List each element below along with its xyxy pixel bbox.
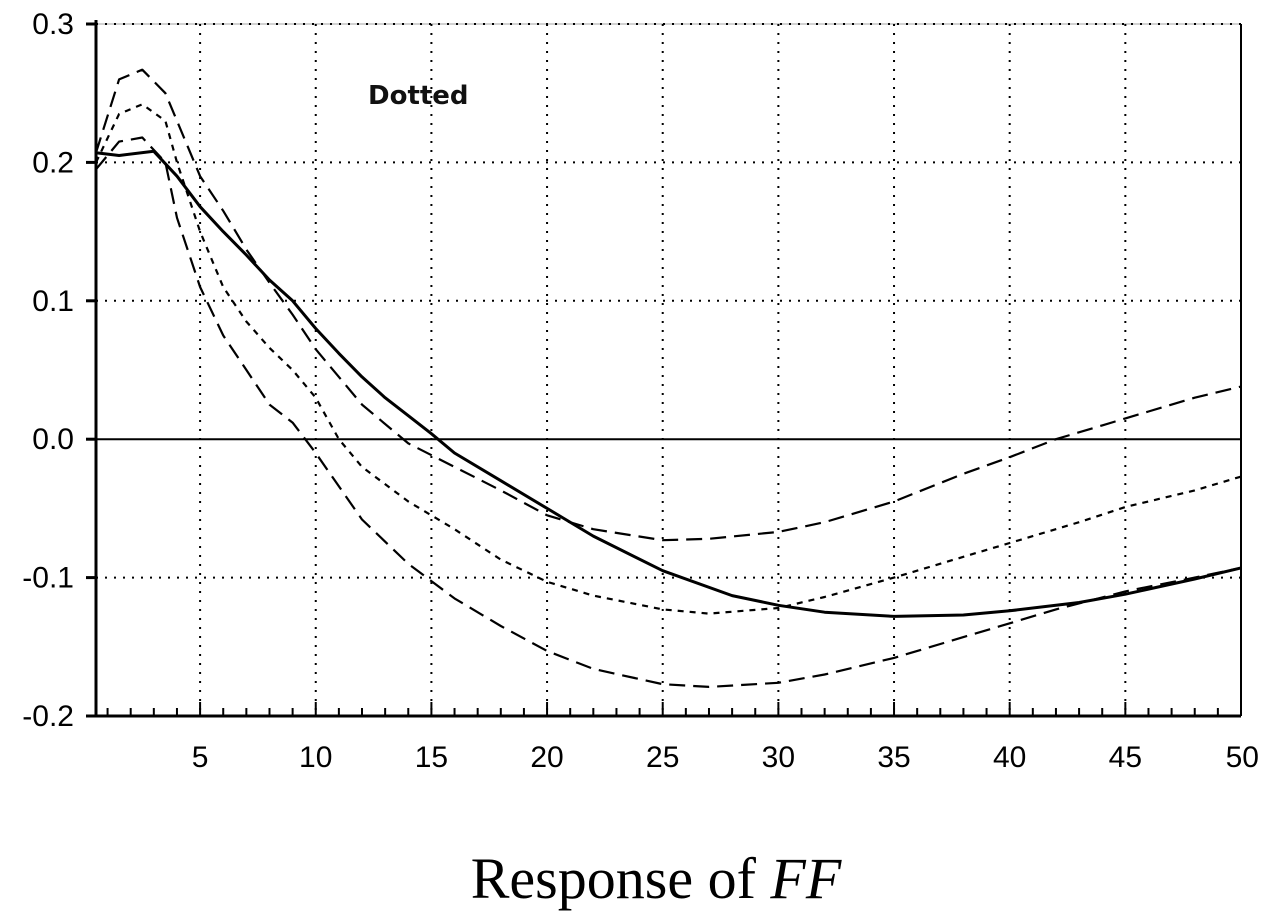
axes: [86, 20, 1242, 718]
series-line-4-dashed-short: [95, 103, 1242, 615]
tick-labels: -0.2 -0.1 0.0 0.1 0.2 0.3 5 10 15 20 25 30 35 40 45 50: [22, 8, 1259, 774]
x-tick-label: 5: [192, 741, 209, 774]
x-tick-label: 30: [762, 741, 795, 774]
series-line-2-dashed-long: [94, 68, 1242, 542]
y-tick-label: 0.1: [32, 285, 74, 318]
x-axis-label-text: Response of: [471, 846, 771, 911]
series-line-3-dashed-long: [95, 136, 1242, 688]
x-tick-label: 40: [993, 741, 1026, 774]
y-tick-label: -0.1: [22, 562, 74, 595]
series-line-1-solid: [95, 149, 1242, 618]
y-tick-label: 0.0: [32, 423, 74, 456]
y-tick-label: 0.3: [32, 8, 74, 41]
x-tick-label: 45: [1109, 741, 1142, 774]
annotation-dotted: Dotted: [368, 81, 469, 111]
series-lines: [94, 68, 1242, 688]
x-tick-label: 50: [1226, 741, 1259, 774]
x-tick-label: 35: [877, 741, 910, 774]
y-tick-label: -0.2: [22, 700, 74, 733]
x-tick-label: 25: [646, 741, 679, 774]
x-tick-label: 15: [415, 741, 448, 774]
x-tick-label: 10: [299, 741, 332, 774]
y-tick-label: 0.2: [32, 146, 74, 179]
x-axis-label-variable: FF: [769, 846, 841, 911]
x-axis-label: Response of FF: [471, 846, 842, 911]
x-tick-label: 20: [530, 741, 563, 774]
grid-lines: [96, 23, 1241, 716]
